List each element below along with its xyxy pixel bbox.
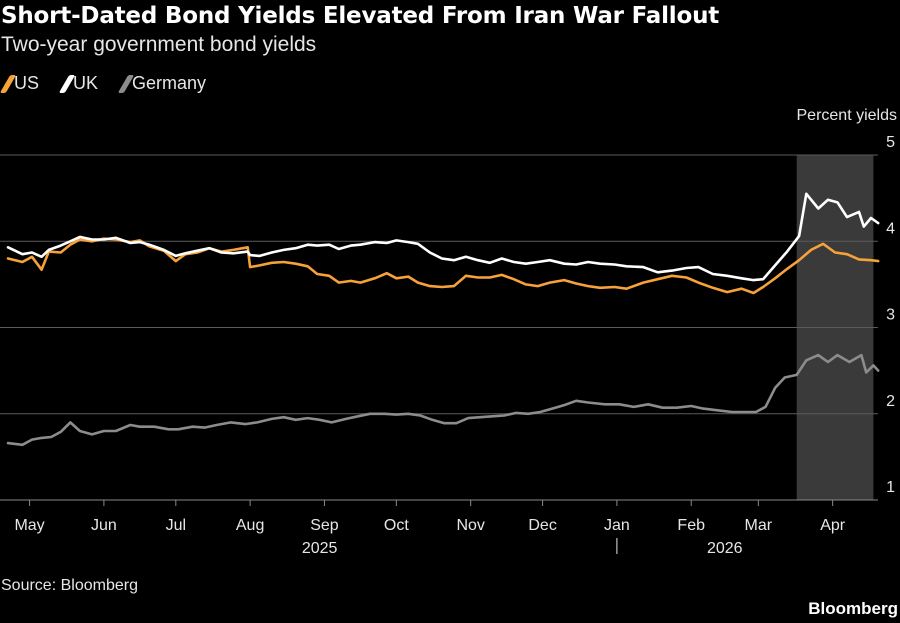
x-tick-label: Apr xyxy=(820,517,846,534)
y-tick-label: 3 xyxy=(886,307,895,324)
series-line-us xyxy=(6,237,880,295)
chart-subtitle: Two-year government bond yields xyxy=(1,33,317,56)
year-label: 2025 xyxy=(302,540,338,557)
legend-label-us: US xyxy=(14,73,40,93)
chart-title: Short-Dated Bond Yields Elevated From Ir… xyxy=(1,3,720,29)
x-tick-label: Jun xyxy=(91,517,117,534)
legend: US UK Germany xyxy=(0,73,207,94)
year-label: 2026 xyxy=(707,540,743,557)
source-note: Source: Bloomberg xyxy=(1,577,138,594)
legend-item-us: US xyxy=(0,73,40,94)
y-axis-title: Percent yields xyxy=(796,107,898,124)
legend-label-uk: UK xyxy=(73,73,99,93)
y-tick-label: 4 xyxy=(886,220,895,237)
series-line-uk xyxy=(6,192,880,282)
x-tick-label: Oct xyxy=(384,517,409,534)
x-tick-label: May xyxy=(14,517,44,534)
x-tick-label: Dec xyxy=(528,517,556,534)
series-line-germany xyxy=(6,353,880,447)
x-tick-label: Jul xyxy=(166,517,186,534)
x-tick-label: Feb xyxy=(677,517,705,534)
y-tick-label: 1 xyxy=(886,479,895,496)
x-tick-label: Nov xyxy=(456,517,484,534)
bloomberg-logo: Bloomberg xyxy=(808,599,898,618)
y-tick-label: 5 xyxy=(886,134,895,151)
x-tick-label: Sep xyxy=(310,517,339,534)
x-tick-label: Jan xyxy=(604,517,630,534)
x-tick-label: Aug xyxy=(236,517,264,534)
legend-item-germany: Germany xyxy=(117,73,207,94)
y-tick-label: 2 xyxy=(886,393,895,410)
legend-item-uk: UK xyxy=(58,73,99,94)
legend-label-germany: Germany xyxy=(132,73,207,93)
x-tick-label: Mar xyxy=(745,517,773,534)
